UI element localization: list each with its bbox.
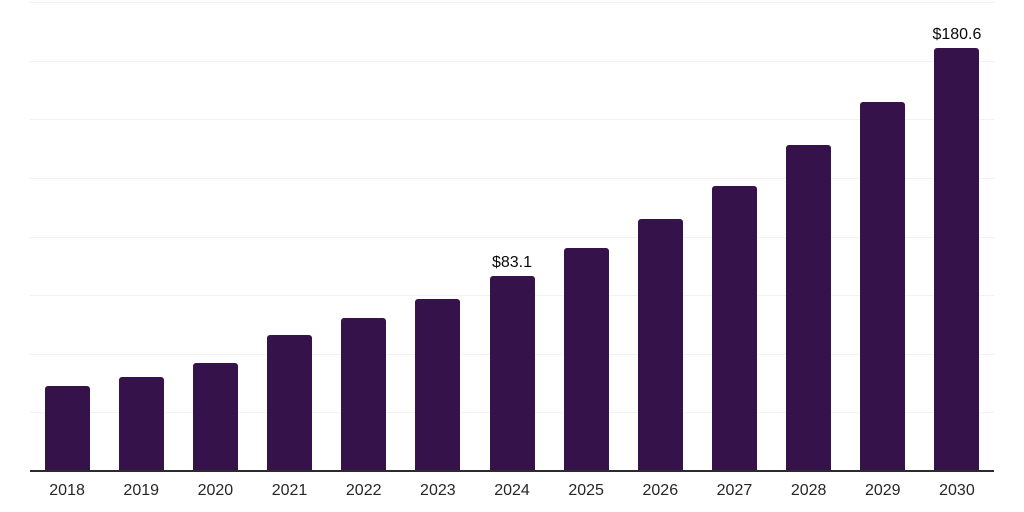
bar-2028	[786, 145, 832, 471]
x-tick-2025: 2025	[568, 482, 604, 499]
x-axis-line	[30, 470, 994, 472]
gridline-200	[30, 1, 994, 3]
bar-2022	[341, 318, 387, 471]
x-tick-2028: 2028	[790, 482, 827, 499]
x-tick-2018: 2018	[49, 482, 85, 499]
x-tick-2024: 2024	[494, 482, 530, 499]
gridline-125	[30, 177, 994, 179]
bar-2027	[711, 185, 757, 471]
gridline-175	[30, 60, 994, 62]
data-label-2024: $83.1	[491, 254, 533, 272]
bar-2024	[489, 276, 535, 471]
x-tick-2021: 2021	[271, 482, 308, 499]
bar-2019	[118, 377, 164, 471]
x-tick-2030: 2030	[939, 482, 975, 499]
bar-2020	[192, 363, 238, 471]
bar-2030	[934, 47, 980, 471]
bar-2023	[415, 298, 461, 471]
x-tick-2027: 2027	[716, 482, 753, 499]
x-tick-2019: 2019	[123, 482, 160, 499]
bar-2025	[563, 248, 609, 471]
bar-2029	[860, 101, 906, 471]
gridline-100	[30, 236, 994, 238]
data-label-2030: $180.6	[932, 25, 982, 43]
x-tick-2022: 2022	[345, 482, 382, 499]
bar-2026	[637, 219, 683, 471]
x-tick-2020: 2020	[197, 482, 234, 499]
x-tick-2023: 2023	[420, 482, 456, 499]
x-tick-2029: 2029	[864, 482, 901, 499]
gridline-150	[30, 119, 994, 121]
bar-2021	[267, 334, 313, 471]
x-tick-2026: 2026	[642, 482, 679, 499]
bar-2018	[44, 386, 90, 471]
